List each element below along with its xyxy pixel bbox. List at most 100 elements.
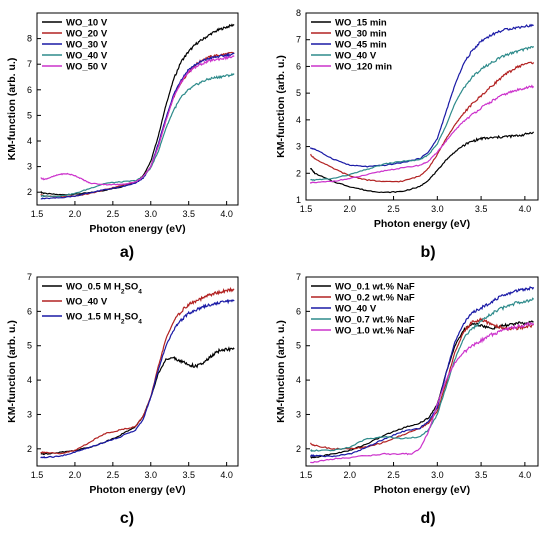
series-line: [40, 52, 235, 200]
legend-label: WO_10 V: [66, 18, 108, 29]
chart-panel-2: 1.5 2.0 2.5 3.0 3.5 4.0 1 2 3 4 5 6 7 8 Photon energy …: [275, 8, 539, 261]
panel-label: b): [420, 244, 435, 261]
legend-label: WO_120 min: [335, 62, 392, 73]
y-tick-label: 3: [27, 162, 32, 172]
panel-label: c): [120, 510, 134, 527]
x-tick-label: 2.0: [344, 470, 357, 480]
y-tick-label: 2: [27, 187, 32, 197]
y-tick-label: 7: [296, 272, 301, 282]
x-tick-label: 3.0: [431, 204, 444, 214]
x-tick-label: 2.5: [107, 470, 120, 480]
y-tick-label: 2: [27, 444, 32, 454]
y-axis-label: KM-function (arb. u.): [6, 58, 18, 161]
series-line: [309, 131, 535, 194]
plot-frame: [36, 12, 239, 206]
y-tick-label: 7: [27, 272, 32, 282]
x-tick-label: 2.5: [107, 209, 120, 219]
x-tick-label: 2.5: [387, 204, 400, 214]
series-line: [40, 286, 235, 455]
x-tick-label: 1.5: [31, 470, 44, 480]
y-tick-label: 8: [27, 34, 32, 44]
series-line: [309, 84, 535, 184]
legend-label: WO_15 min: [335, 18, 387, 29]
y-tick-label: 4: [27, 375, 32, 385]
series-line: [309, 322, 535, 464]
x-tick-label: 4.0: [220, 470, 233, 480]
series-line: [309, 317, 535, 451]
legend-label: WO_30 min: [335, 29, 387, 40]
y-tick-label: 5: [27, 110, 32, 120]
panel-label: a): [120, 244, 134, 261]
legend-label: WO_50 V: [66, 62, 108, 73]
x-tick-label: 4.0: [519, 204, 532, 214]
legend-label: WO_40 V: [335, 51, 377, 62]
x-tick-label: 3.5: [182, 470, 195, 480]
legend-label: WO_0.2 wt.% NaF: [335, 293, 415, 304]
x-tick-label: 3.5: [182, 209, 195, 219]
series-line: [40, 51, 235, 198]
legend-label: WO_1.0 wt.% NaF: [335, 326, 415, 337]
x-tick-label: 2.5: [387, 470, 400, 480]
chart-panel-4: 1.5 2.0 2.5 3.0 3.5 4.0 2 3 4 5 6 7 Photon energy (e…: [275, 272, 539, 527]
legend-label: WO_0.1 wt.% NaF: [335, 282, 415, 293]
series-line: [40, 72, 235, 198]
legend-label: WO_45 min: [335, 40, 387, 51]
x-tick-label: 4.0: [519, 470, 532, 480]
y-tick-label: 6: [296, 306, 301, 316]
y-tick-label: 5: [296, 341, 301, 351]
series-line: [40, 299, 235, 459]
x-axis-label: Photon energy (eV): [89, 223, 185, 235]
series-line: [310, 45, 535, 182]
x-tick-label: 3.0: [145, 470, 158, 480]
y-tick-label: 3: [27, 409, 32, 419]
series-line: [310, 297, 535, 453]
x-tick-label: 1.5: [31, 209, 44, 219]
y-axis-label: KM-function (arb. u.): [275, 320, 287, 423]
plot-frame: [305, 276, 539, 467]
plot-frame: [36, 276, 239, 467]
plot-frame: [305, 12, 539, 201]
x-tick-label: 4.0: [220, 209, 233, 219]
series-line: [310, 320, 534, 459]
y-tick-label: 6: [27, 306, 32, 316]
y-tick-label: 5: [296, 88, 301, 98]
x-tick-label: 3.5: [475, 470, 488, 480]
series-line: [40, 55, 235, 186]
series-line: [309, 23, 534, 168]
y-tick-label: 4: [296, 375, 301, 385]
x-tick-label: 3.0: [431, 470, 444, 480]
y-tick-label: 4: [296, 115, 301, 125]
x-tick-label: 3.0: [145, 209, 158, 219]
chart-panel-1: 1.5 2.0 2.5 3.0 3.5 4.0 2 3 4 5 6 7 8 Photon energy (…: [6, 12, 239, 261]
x-tick-label: 2.0: [69, 209, 82, 219]
legend-label: WO_40 V: [66, 297, 108, 308]
y-tick-label: 3: [296, 142, 301, 152]
x-tick-label: 1.5: [300, 470, 313, 480]
panel-label: d): [420, 510, 435, 527]
x-tick-label: 3.5: [475, 204, 488, 214]
x-tick-label: 2.0: [69, 470, 82, 480]
series-line: [40, 23, 235, 196]
y-tick-label: 1: [296, 195, 301, 205]
x-tick-label: 1.5: [300, 204, 313, 214]
y-axis-label: KM-function (arb. u.): [275, 55, 287, 158]
legend-label: WO_0.7 wt.% NaF: [335, 315, 415, 326]
y-axis-label: KM-function (arb. u.): [6, 320, 18, 423]
y-tick-label: 5: [27, 341, 32, 351]
x-axis-label: Photon energy (eV): [374, 484, 470, 496]
y-tick-label: 3: [296, 409, 301, 419]
legend-label: WO_40 V: [335, 304, 377, 315]
y-tick-label: 8: [296, 8, 301, 18]
series-line: [310, 286, 535, 458]
legend-label: WO_1.5 M H2SO4: [66, 312, 142, 326]
y-tick-label: 2: [296, 444, 301, 454]
y-tick-label: 6: [296, 61, 301, 71]
y-tick-label: 7: [296, 35, 301, 45]
y-tick-label: 6: [27, 85, 32, 95]
x-axis-label: Photon energy (eV): [374, 218, 470, 230]
chart-panel-3: 1.5 2.0 2.5 3.0 3.5 4.0 2 3 4 5 6 7 Photon energy (e…: [6, 272, 239, 527]
y-tick-label: 7: [27, 59, 32, 69]
series-line: [40, 346, 235, 456]
legend-label: WO_30 V: [66, 40, 108, 51]
